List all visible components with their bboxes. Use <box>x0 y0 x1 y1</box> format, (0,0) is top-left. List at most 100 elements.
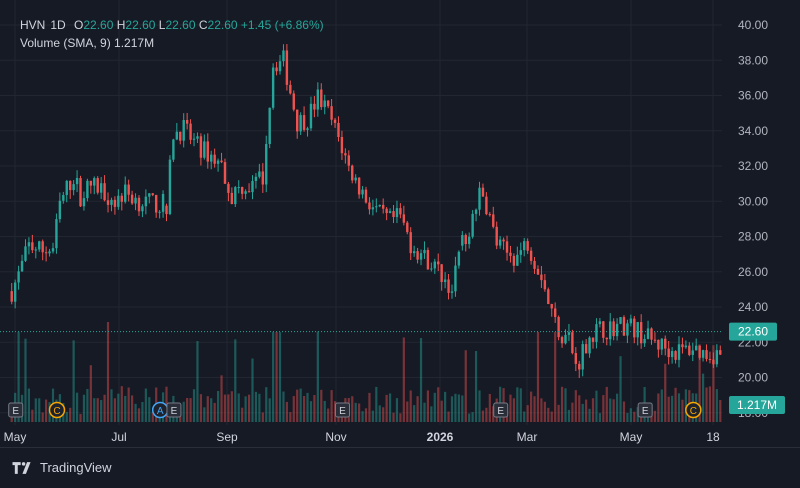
candle-body <box>412 251 416 254</box>
volume-bar <box>69 407 72 422</box>
event-marker-e: E <box>166 402 182 418</box>
brand-name: TradingView <box>40 460 112 475</box>
event-marker-c: C <box>685 401 702 419</box>
volume-bar <box>554 332 557 422</box>
candle-body <box>519 250 522 255</box>
y-tick-label: 28.00 <box>738 230 768 244</box>
volume-bar <box>323 400 326 422</box>
event-marker-text: C <box>53 406 60 417</box>
volume-bar <box>113 398 117 422</box>
candle-body <box>464 235 467 245</box>
legend-low-label: L <box>158 18 166 32</box>
axes: 40.00 38.00 36.00 34.00 32.00 30.00 28.00 26.00… <box>4 18 785 444</box>
volume-bar <box>388 393 392 422</box>
volume-bar <box>677 393 681 422</box>
volume-bar <box>38 398 41 422</box>
candle-body <box>705 350 708 360</box>
legend-high-label: H <box>116 18 126 32</box>
candle-body <box>106 200 110 205</box>
volume-legend-value: 1.217M <box>114 36 155 50</box>
volume-bar <box>24 338 27 422</box>
volume-bar <box>272 332 275 422</box>
volume-bar <box>27 388 31 422</box>
candle-body <box>677 344 681 360</box>
volume-bar <box>413 405 416 422</box>
candle-body <box>51 248 55 252</box>
candle-body <box>636 322 639 338</box>
volume-bar <box>519 388 522 422</box>
candle-body <box>643 338 646 344</box>
candle-body <box>161 193 165 212</box>
volume-bar <box>241 407 244 422</box>
volume-bar <box>578 395 581 422</box>
volume-bar <box>485 407 488 422</box>
candle-body <box>529 250 533 261</box>
candle-body <box>240 187 244 194</box>
candle-body <box>478 187 481 210</box>
candle-body <box>154 194 158 213</box>
volume-bar <box>481 410 485 422</box>
candle-body <box>254 176 258 181</box>
volume-bar <box>530 391 533 422</box>
candle-body <box>416 251 419 260</box>
volume-bar <box>478 390 481 422</box>
candle-body <box>502 239 505 242</box>
legend-close-label: C <box>198 18 208 32</box>
candle-body <box>337 122 340 137</box>
volume-bar <box>364 408 368 422</box>
volume-bar <box>316 331 319 422</box>
legend-symbol[interactable]: HVN <box>20 18 46 32</box>
x-tick-label: 18 <box>706 430 720 444</box>
candle-body <box>247 191 251 193</box>
candle-body <box>275 67 278 72</box>
y-tick-label: 32.00 <box>738 159 768 173</box>
volume-bar <box>330 390 333 422</box>
event-marker-e: E <box>334 402 350 418</box>
candle-body <box>708 359 712 361</box>
legend-interval: 1D <box>50 18 66 32</box>
volume-bar <box>265 387 268 422</box>
candle-body <box>251 180 254 193</box>
volume-bar <box>430 406 433 422</box>
volume-bar <box>402 337 405 422</box>
y-tick-label: 34.00 <box>738 124 768 138</box>
candle-body <box>481 187 485 197</box>
candle-body <box>471 213 474 237</box>
volume-legend-label[interactable]: Volume (SMA, 9) <box>20 36 111 50</box>
candle-body <box>605 337 608 340</box>
candle-body <box>505 241 509 253</box>
candle-body <box>715 350 719 365</box>
volume-bar <box>598 413 601 422</box>
candle-body <box>89 180 93 186</box>
candle-body <box>230 192 234 205</box>
candle-body <box>323 100 326 108</box>
candle-body <box>24 246 27 261</box>
candle-body <box>340 136 344 154</box>
candle-body <box>557 316 560 338</box>
footer-brand[interactable]: TradingView <box>12 460 112 475</box>
volume-bar <box>712 345 715 422</box>
event-marker-a: A <box>151 401 169 419</box>
candle-body <box>237 187 240 189</box>
candle-body <box>313 103 316 110</box>
volume-bar <box>382 407 385 422</box>
candle-body <box>172 139 175 160</box>
volume-bar <box>358 403 361 422</box>
volume-bar <box>210 398 213 422</box>
volume-bar <box>296 389 299 422</box>
candle-body <box>488 214 492 216</box>
last-volume-text: 1.217M <box>737 398 777 412</box>
volume-bar <box>199 394 202 422</box>
x-tick-label: Jul <box>111 430 126 444</box>
volume-bar <box>588 408 591 422</box>
volume-bar <box>247 394 251 422</box>
candle-body <box>423 250 426 254</box>
candle-body <box>395 208 399 218</box>
candle-body <box>144 196 148 207</box>
candle-body <box>375 206 378 208</box>
candle-body <box>13 282 17 302</box>
volume-bar <box>457 394 460 422</box>
volume-bar <box>292 396 295 422</box>
volume-legend: Volume (SMA, 9) 1.217M <box>20 36 154 50</box>
